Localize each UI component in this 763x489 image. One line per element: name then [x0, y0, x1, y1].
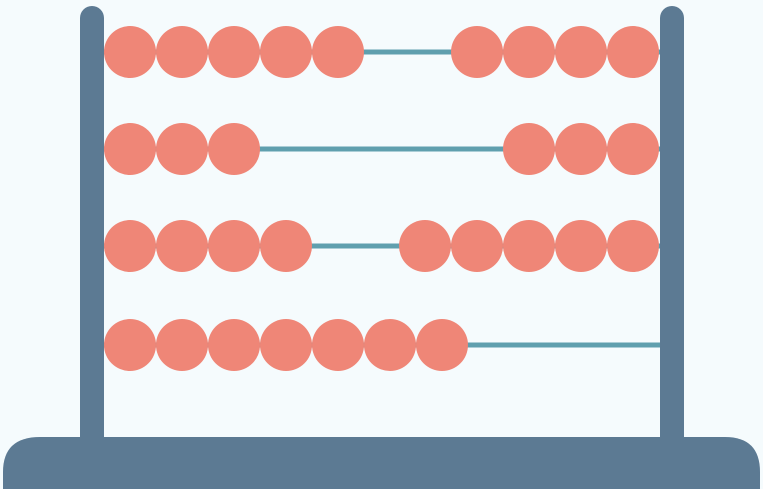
abacus-bead[interactable]	[104, 220, 156, 272]
abacus-bead[interactable]	[312, 319, 364, 371]
abacus-base	[3, 437, 760, 489]
abacus-bead[interactable]	[208, 220, 260, 272]
abacus-bead[interactable]	[607, 26, 659, 78]
abacus-right-post	[660, 6, 684, 451]
abacus-bead[interactable]	[260, 220, 312, 272]
abacus-bead[interactable]	[208, 123, 260, 175]
abacus-bead[interactable]	[156, 319, 208, 371]
abacus-bead[interactable]	[156, 220, 208, 272]
abacus-bead[interactable]	[503, 123, 555, 175]
abacus-rod	[100, 146, 665, 152]
abacus-bead[interactable]	[104, 123, 156, 175]
abacus-bead[interactable]	[208, 26, 260, 78]
abacus-bead[interactable]	[416, 319, 468, 371]
abacus-bead[interactable]	[104, 319, 156, 371]
abacus-bead[interactable]	[555, 220, 607, 272]
abacus-bead[interactable]	[607, 123, 659, 175]
abacus-left-post	[80, 6, 104, 451]
abacus-bead[interactable]	[555, 123, 607, 175]
abacus-bead[interactable]	[451, 220, 503, 272]
abacus-bead[interactable]	[451, 26, 503, 78]
abacus-bead[interactable]	[104, 26, 156, 78]
abacus-rod	[100, 243, 665, 249]
abacus-bead[interactable]	[399, 220, 451, 272]
abacus-bead[interactable]	[260, 26, 312, 78]
abacus-bead[interactable]	[208, 319, 260, 371]
abacus-rod	[100, 49, 665, 55]
abacus-bead[interactable]	[312, 26, 364, 78]
abacus-bead[interactable]	[156, 123, 208, 175]
abacus-bead[interactable]	[503, 26, 555, 78]
abacus-beads	[104, 26, 659, 371]
abacus-bead[interactable]	[364, 319, 416, 371]
abacus-bead[interactable]	[607, 220, 659, 272]
abacus-bead[interactable]	[503, 220, 555, 272]
abacus-bead[interactable]	[555, 26, 607, 78]
abacus-bead[interactable]	[156, 26, 208, 78]
abacus-bead[interactable]	[260, 319, 312, 371]
